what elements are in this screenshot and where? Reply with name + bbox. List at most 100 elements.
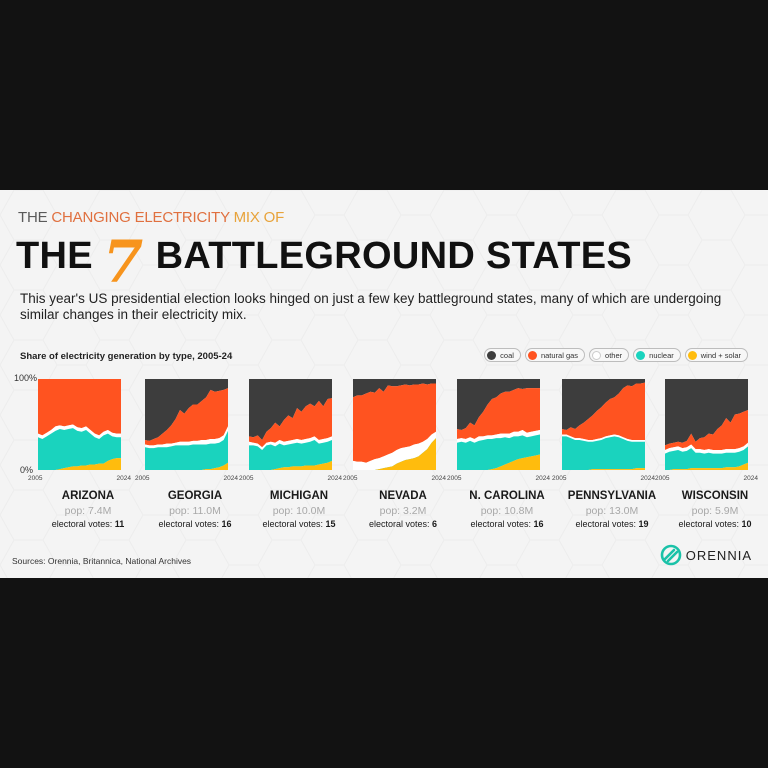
state-name: N. CAROLINA [469,490,545,502]
headline-pre: THE [16,235,93,277]
brand-name: ORENNIA [685,547,752,563]
state-population: pop: 10.8M [480,505,534,517]
wind-solar-area [249,460,332,470]
natural-gas-area [665,409,748,450]
subtitle: This year's US presidential election loo… [20,291,722,322]
electoral-votes-value: 19 [638,519,649,529]
state-electoral-votes: electoral votes: 6 [368,519,438,529]
eyebrow-title: THE CHANGING ELECTRICITY MIX OF [18,209,284,226]
state-population: pop: 3.2M [379,505,427,517]
x-axis-start-label: 2005 [552,475,567,482]
stacked-area-chart [249,379,332,470]
legend-swatch-icon [687,350,697,360]
x-axis-end-label: 2024 [535,475,550,482]
legend-swatch-icon [487,350,497,360]
sources-note: Sources: Orennia, Britannica, National A… [12,556,192,566]
legend-label: natural gas [540,350,579,360]
x-axis-start-label: 2005 [447,475,462,482]
stacked-area-chart [145,379,228,470]
stacked-area-chart [665,379,748,470]
coal-area [145,379,228,441]
legend: coal natural gas other nuclear wind + solar [484,348,748,362]
x-axis-end-label: 2024 [640,475,655,482]
natural-gas-area [562,382,645,440]
state-electoral-votes: electoral votes: 15 [262,519,336,529]
x-axis-start-label: 2005 [135,475,150,482]
state-electoral-votes: electoral votes: 19 [575,519,649,529]
state-name: MICHIGAN [269,490,329,502]
eyebrow-part-1: THE [18,209,52,226]
electoral-votes-value: 15 [325,519,336,529]
stacked-area-chart [38,379,121,470]
state-population: pop: 7.4M [64,505,112,517]
x-axis-start-label: 2005 [343,475,358,482]
nuclear-area [145,430,228,470]
state-name: PENNSYLVANIA [567,490,657,502]
wind-solar-area [353,438,436,470]
electoral-votes-value: 6 [432,519,438,529]
x-axis-start-label: 2005 [655,475,670,482]
coal-area [562,379,645,430]
legend-swatch-icon [527,350,537,360]
state-electoral-votes: electoral votes: 11 [51,519,125,529]
legend-swatch-icon [592,350,602,360]
legend-label: coal [500,350,514,360]
nuclear-area [38,428,121,470]
other-area [457,429,540,443]
natural-gas-area [145,388,228,446]
brand-logo: ORENNIA [660,544,752,566]
eyebrow-part-3: MIX OF [229,209,285,226]
coal-area [353,379,436,398]
state-population: pop: 10.0M [272,505,326,517]
x-axis-end-label: 2024 [743,475,758,482]
state-electoral-votes: electoral votes: 16 [470,519,544,529]
state-electoral-votes: electoral votes: 16 [158,519,232,529]
electoral-votes-value: 11 [114,519,125,529]
legend-label: nuclear [649,350,674,360]
eyebrow-part-2: CHANGING ELECTRICITY [51,209,230,226]
wind-solar-area [665,462,748,470]
headline-post: BATTLEGROUND STATES [155,235,633,277]
legend-label: other [605,350,623,360]
wind-solar-area [562,468,645,470]
other-area [562,434,645,442]
x-axis-start-label: 2005 [28,475,43,482]
infographic-card: THE CHANGING ELECTRICITY MIX OF THE 7 BA… [0,190,768,578]
legend-item-coal: coal [484,348,521,362]
electoral-votes-value: 10 [741,519,752,529]
wind-solar-area [38,458,121,470]
other-area [145,426,228,449]
y-axis-max-label: 100% [14,373,38,383]
state-electoral-votes: electoral votes: 10 [678,519,752,529]
y-axis-min-label: 0% [20,465,34,475]
legend-item-nuclear: nuclear [633,348,681,362]
nuclear-area [665,446,748,470]
state-name: NEVADA [379,490,427,502]
stacked-area-chart [457,379,540,470]
coal-area [457,379,540,430]
legend-swatch-icon [636,350,646,360]
legend-item-other: other [589,348,630,362]
legend-label: wind + solar [700,350,741,360]
nuclear-area [457,434,540,470]
state-population: pop: 11.0M [169,505,221,517]
state-name: GEORGIA [167,490,223,502]
state-population: pop: 5.9M [691,505,739,517]
x-axis-end-label: 2024 [431,475,446,482]
chart-caption: Share of electricity generation by type,… [20,351,233,362]
nuclear-area [249,439,332,470]
headline: THE 7 BATTLEGROUND STATES [16,233,633,291]
x-axis-start-label: 2005 [239,475,254,482]
electoral-votes-value: 16 [533,519,544,529]
electoral-votes-value: 16 [221,519,232,529]
headline-number: 7 [102,228,144,296]
wind-solar-area [457,454,540,470]
nuclear-area [562,436,645,470]
natural-gas-area [353,383,436,463]
natural-gas-area [457,388,540,440]
x-axis-end-label: 2024 [116,475,131,482]
wind-solar-area [145,462,228,470]
coal-area [665,379,748,446]
x-axis-end-label: 2024 [223,475,238,482]
state-population: pop: 13.0M [585,505,639,517]
